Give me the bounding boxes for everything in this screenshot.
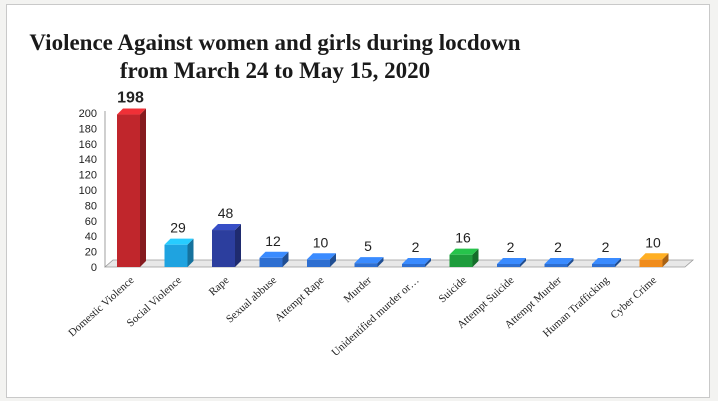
bar-side	[662, 253, 669, 267]
data-label: 5	[364, 238, 372, 254]
category-label: Attempt Rape	[273, 274, 327, 324]
bar-top	[402, 258, 431, 264]
y-tick-label: 100	[79, 185, 97, 197]
y-tick-label: 140	[79, 154, 97, 166]
bar-top	[164, 238, 194, 245]
bar-side	[615, 258, 621, 267]
bar-front	[354, 263, 378, 267]
bar	[402, 258, 431, 267]
bar-top	[497, 258, 526, 264]
data-label: 16	[455, 230, 471, 246]
bar-top	[354, 257, 384, 264]
bar-side	[330, 253, 336, 267]
data-label: 2	[554, 239, 562, 255]
data-label: 29	[170, 220, 186, 236]
bar-top	[544, 258, 574, 264]
y-tick-label: 40	[85, 231, 97, 243]
bar-front	[117, 114, 140, 267]
bar	[497, 258, 526, 267]
y-tick-label: 200	[79, 108, 97, 120]
y-tick-label: 180	[79, 123, 97, 135]
chart-frame: Violence Against women and girls during …	[6, 4, 710, 398]
data-label: 2	[507, 239, 515, 255]
y-tick-label: 160	[79, 139, 97, 151]
bar-top	[449, 248, 479, 255]
category-label: Unidentified murder or…	[329, 274, 421, 359]
y-tick-label: 80	[85, 200, 97, 212]
bar-top	[307, 253, 336, 260]
bar-front	[212, 230, 235, 267]
bar	[307, 253, 336, 267]
bar	[259, 251, 289, 267]
bar-side	[377, 257, 384, 267]
bar	[592, 258, 621, 267]
bar-side	[282, 251, 289, 267]
data-label: 2	[602, 239, 610, 255]
bar-top	[212, 224, 241, 231]
bar-front	[449, 254, 473, 267]
bars	[117, 108, 669, 267]
bar-front	[402, 264, 425, 267]
bar-side	[520, 258, 526, 267]
bar	[117, 108, 146, 267]
bar	[639, 253, 669, 267]
category-label: Murder	[341, 274, 374, 305]
y-axis: 0 20 40 60 80 100 120 140 160 180 200	[79, 108, 106, 274]
bar-front	[544, 264, 568, 267]
bar-side	[140, 108, 146, 267]
bar-front	[497, 264, 520, 267]
bar	[212, 224, 241, 267]
y-tick-label: 60	[85, 216, 97, 228]
bar-top	[639, 253, 669, 260]
bar-front	[639, 259, 663, 267]
bar-side	[472, 248, 479, 267]
data-labels: 198 29 48 12 10 5 2 16 2 2 2 10	[117, 90, 661, 255]
data-label: 12	[265, 233, 281, 249]
bar	[544, 258, 574, 267]
chart-title-line1: Violence Against women and girls during …	[29, 30, 520, 55]
category-label: Domestic Violence	[66, 274, 136, 339]
bar-front	[592, 264, 615, 267]
bar-side	[567, 258, 574, 267]
chart-title-line2: from March 24 to May 15, 2020	[120, 58, 430, 83]
y-tick-label: 120	[79, 170, 97, 182]
data-label: 10	[645, 234, 661, 250]
bar-top	[259, 251, 289, 258]
data-label: 198	[117, 90, 144, 107]
category-label: Cyber Crime	[609, 274, 660, 321]
bar-top	[117, 108, 146, 115]
y-tick-label: 0	[91, 262, 97, 274]
bar-front	[164, 244, 188, 267]
bar	[164, 238, 194, 267]
category-label: Rape	[207, 274, 232, 298]
data-label: 10	[313, 234, 329, 250]
data-label: 48	[218, 205, 234, 221]
bar-top	[592, 258, 621, 264]
data-label: 2	[412, 239, 420, 255]
bar-side	[425, 258, 431, 267]
bar-front	[307, 259, 330, 267]
bar-chart: Violence Against women and girls during …	[29, 30, 695, 359]
bar	[449, 248, 479, 267]
y-tick-label: 20	[85, 247, 97, 259]
bar	[354, 257, 384, 267]
category-label: Suicide	[436, 274, 469, 305]
bar-front	[259, 257, 283, 267]
bar-side	[187, 238, 194, 267]
bar-side	[235, 224, 241, 267]
category-label: Sexual abbuse	[224, 274, 279, 325]
